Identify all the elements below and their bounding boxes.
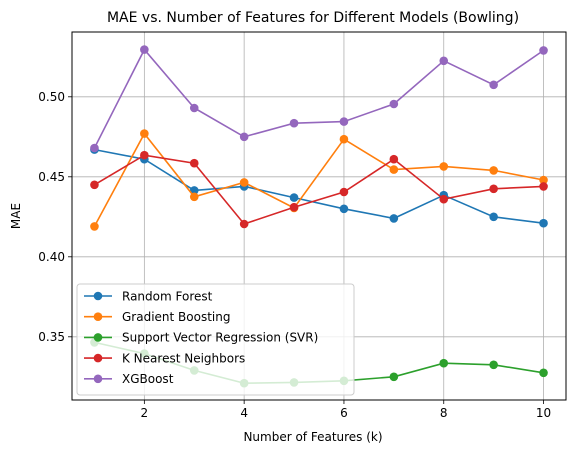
data-point-gradient-boosting [239,178,249,187]
chart-title: MAE vs. Number of Features for Different… [107,10,519,26]
x-tick-label: 4 [240,406,248,420]
y-tick-label: 0.50 [38,90,65,104]
data-point-xgboost [90,143,99,153]
legend-marker [93,333,103,342]
data-point-gradient-boosting [539,175,548,185]
legend-item-random-forest: Random Forest [84,289,213,303]
data-point-k-nearest-neighbors [289,202,299,212]
data-point-k-nearest-neighbors [439,194,449,204]
data-point-k-nearest-neighbors [140,150,149,160]
series-line-gradient-boosting [93,132,544,227]
data-point-support-vector-regression-svr [539,368,548,378]
legend-marker [93,353,103,363]
legend-item-k-nearest-neighbors: K Nearest Neighbors [84,351,245,365]
data-point-support-vector-regression-svr [389,372,399,382]
series-line-k-nearest-neighbors [94,154,544,225]
y-axis-label: MAE [9,203,23,229]
data-point-k-nearest-neighbors [489,184,498,194]
legend-box [76,283,355,396]
plot-frame [71,31,567,401]
x-tick-label: 8 [440,406,448,420]
legend-item-support-vector-regression-svr: Support Vector Regression (SVR) [84,331,318,345]
x-axis-label: Number of Features (k) [243,430,382,444]
series-k-nearest-neighbors [90,150,548,229]
data-point-k-nearest-neighbors [339,187,349,197]
data-point-k-nearest-neighbors [389,154,399,164]
x-axis-ticks: 2 4 6 8 10 [141,400,551,420]
legend-marker [93,374,103,384]
legend-label: Random Forest [122,289,213,303]
legend-label: K Nearest Neighbors [122,351,245,365]
data-point-gradient-boosting [339,134,349,144]
data-point-support-vector-regression-svr [439,358,449,368]
x-tick-label: 6 [340,406,348,420]
series-xgboost [90,45,548,153]
data-point-xgboost [389,99,399,109]
data-point-xgboost [140,45,149,54]
legend-label: Gradient Boosting [122,310,230,324]
legend-marker [93,291,103,301]
x-tick-label: 10 [536,406,551,420]
data-point-gradient-boosting [90,222,99,231]
data-point-xgboost [239,132,249,142]
data-point-xgboost [539,46,548,55]
data-point-random-forest [539,218,548,228]
data-point-xgboost [439,56,449,66]
y-axis-ticks: 0.35 0.40 0.45 0.50 [38,90,72,344]
legend-label: Support Vector Regression (SVR) [122,331,318,345]
y-tick-label: 0.45 [38,170,65,184]
data-point-random-forest [339,204,349,214]
legend-label: XGBoost [122,372,174,386]
data-point-gradient-boosting [489,166,498,175]
legend-marker [93,312,103,322]
y-tick-label: 0.40 [38,250,65,264]
x-tick-label: 2 [141,406,149,420]
data-point-k-nearest-neighbors [539,182,548,191]
data-point-random-forest [289,193,299,202]
data-point-gradient-boosting [140,129,149,138]
data-point-xgboost [339,117,349,126]
data-point-support-vector-regression-svr [489,360,498,370]
data-point-xgboost [289,118,299,128]
legend: Random Forest Gradient Boosting Support Ve… [76,283,355,396]
y-tick-label: 0.35 [38,330,65,344]
data-point-k-nearest-neighbors [189,158,199,168]
legend-item-gradient-boosting: Gradient Boosting [84,310,230,324]
data-point-xgboost [189,103,199,113]
data-point-gradient-boosting [389,165,399,174]
series-line-xgboost [93,48,544,149]
data-point-xgboost [489,80,498,90]
data-point-gradient-boosting [439,162,449,171]
series-gradient-boosting [90,129,548,231]
data-point-k-nearest-neighbors [90,180,99,190]
data-point-random-forest [189,186,199,195]
data-point-gradient-boosting [189,192,199,202]
data-point-random-forest [489,212,498,222]
data-point-random-forest [389,214,399,223]
legend-item-xgboost: XGBoost [84,372,174,386]
series-line-random-forest [94,148,544,224]
data-point-k-nearest-neighbors [239,219,249,229]
